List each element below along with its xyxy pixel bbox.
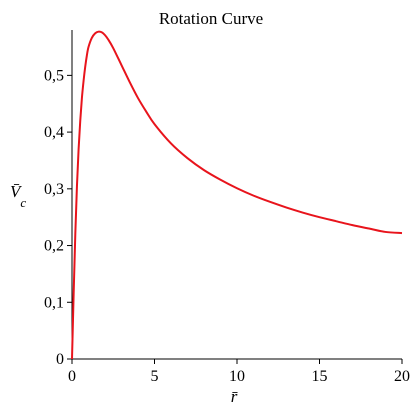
rotation-curve-line: [71, 30, 403, 360]
chart-title: Rotation Curve: [159, 9, 263, 28]
y-axis-label: V̄c: [10, 182, 26, 210]
y-tick-label: 0,1: [44, 294, 64, 311]
y-tick-label: 0,4: [44, 124, 64, 141]
y-tick-label: 0: [56, 351, 64, 368]
x-tick-label: 5: [151, 368, 159, 385]
y-axis-ticks: 0 0,1 0,2 0,3 0,4 0,5: [44, 67, 72, 368]
series-layer: [71, 30, 403, 360]
x-axis-label: r̄: [231, 387, 239, 406]
x-tick-label: 0: [68, 368, 76, 385]
x-tick-label: 10: [229, 368, 245, 385]
y-axis-label-subscript: c: [20, 195, 26, 210]
x-axis-ticks: 0 5 10 15 20: [68, 359, 410, 385]
y-tick-label: 0,2: [44, 238, 64, 255]
plot-frame: [71, 30, 402, 360]
y-tick-label: 0,3: [44, 181, 64, 198]
x-tick-label: 15: [312, 368, 328, 385]
y-axis-label-main: V̄: [10, 182, 23, 201]
x-tick-label: 20: [394, 368, 410, 385]
y-tick-label: 0,5: [44, 67, 64, 84]
